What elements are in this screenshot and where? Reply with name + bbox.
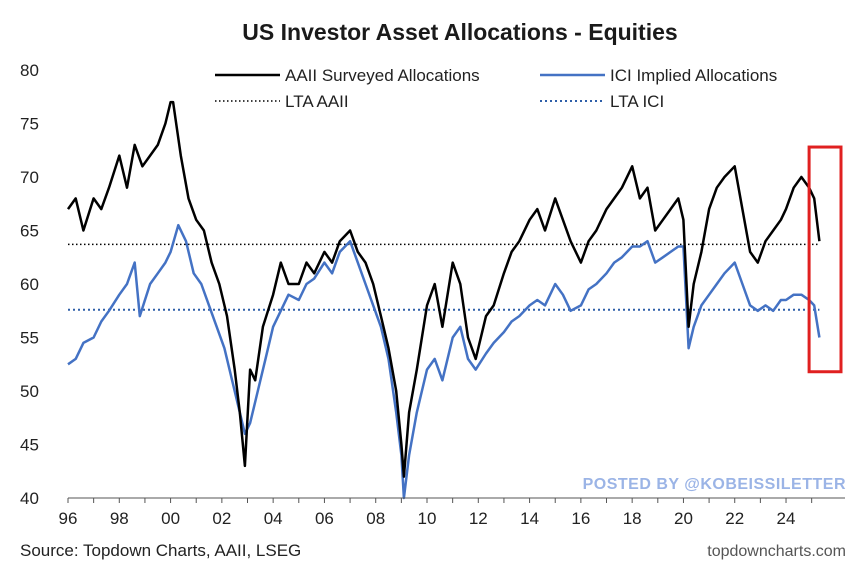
lta-lines [68,243,820,311]
x-tick-label: 22 [725,509,744,528]
x-tick-label: 24 [777,509,796,528]
x-tick-label: 02 [212,509,231,528]
site-text: topdowncharts.com [707,543,846,560]
y-tick-label: 60 [20,275,39,294]
y-tick-label: 40 [20,489,39,508]
x-axis: 96 98 00 02 04 06 08 10 12 14 16 18 20 22 24 [59,497,845,528]
x-tick-label: 06 [315,509,334,528]
legend-label-ici: ICI Implied Allocations [610,66,777,85]
legend: AAII Surveyed Allocations ICI Implied Al… [215,66,777,111]
y-tick-label: 70 [20,168,39,187]
series-line-ici [67,223,821,500]
x-tick-label: 16 [571,509,590,528]
x-tick-label: 18 [623,509,642,528]
source-text: Source: Topdown Charts, AAII, LSEG [20,541,301,560]
y-tick-label: 55 [20,329,39,348]
x-tick-label: 96 [59,509,78,528]
series-lines [66,100,821,500]
legend-label-lta-aaii: LTA AAII [285,92,349,111]
x-tick-label: 08 [366,509,385,528]
x-tick-label: 12 [469,509,488,528]
x-tick-label: 04 [264,509,283,528]
chart-title: US Investor Asset Allocations - Equities [242,19,677,45]
y-tick-label: 50 [20,382,39,401]
y-tick-label: 65 [20,222,39,241]
series-line-aaii [66,100,821,478]
x-tick-label: 14 [520,509,539,528]
x-tick-label: 10 [418,509,437,528]
highlight-box [807,145,843,374]
watermark-text: POSTED BY @KOBEISSILETTER [583,476,846,493]
x-tick-label: 20 [674,509,693,528]
legend-label-aaii: AAII Surveyed Allocations [285,66,480,85]
x-tick-label: 98 [110,509,129,528]
x-tick-label: 00 [161,509,180,528]
legend-label-lta-ici: LTA ICI [610,92,664,111]
y-tick-labels: 40 45 50 55 60 65 70 75 80 [20,61,39,508]
y-tick-label: 75 [20,115,39,134]
y-tick-label: 80 [20,61,39,80]
y-tick-label: 45 [20,436,39,455]
